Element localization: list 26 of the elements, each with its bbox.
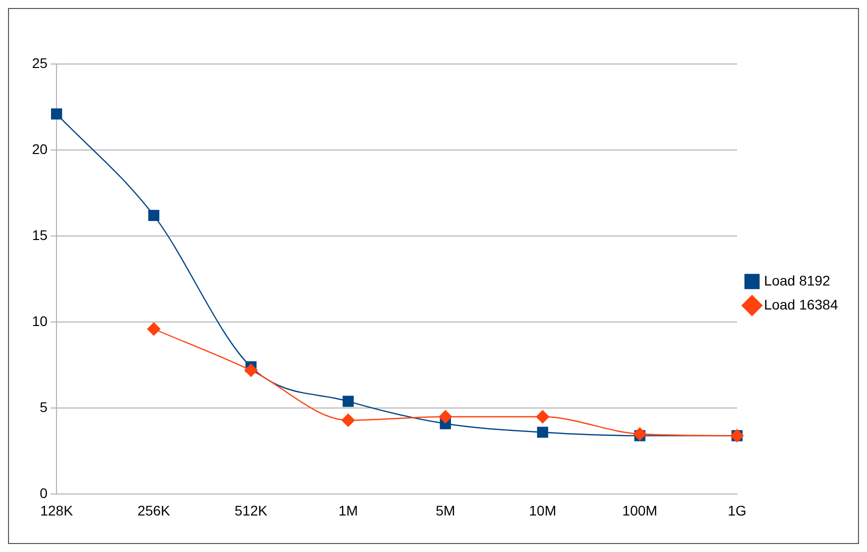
- point: [536, 410, 550, 424]
- x-tick-label: 5M: [436, 502, 456, 518]
- x-tick-label: 1M: [338, 502, 358, 518]
- y-tick-label: 20: [32, 140, 48, 157]
- point: [244, 364, 258, 377]
- y-tick-label: 25: [32, 54, 48, 71]
- point: [148, 210, 160, 221]
- y-tick-label: 10: [32, 312, 48, 329]
- x-tick-label: 10M: [529, 502, 556, 518]
- x-tick-label: 100M: [622, 502, 658, 518]
- point: [147, 322, 160, 336]
- point: [438, 410, 452, 424]
- point: [537, 426, 548, 438]
- x-tick-label: 1G: [728, 502, 746, 518]
- point: [633, 427, 646, 441]
- legend-label: Load 8192: [764, 272, 830, 288]
- point: [342, 396, 354, 407]
- x-tick-label: 128K: [40, 502, 74, 518]
- legend-label: Load 16384: [764, 296, 838, 312]
- point: [342, 414, 355, 427]
- y-tick-label: 0: [40, 485, 48, 502]
- x-tick-label: 256K: [137, 502, 171, 518]
- y-tick-label: 5: [40, 399, 48, 416]
- x-tick-label: 512K: [234, 502, 268, 518]
- y-tick-label: 15: [32, 226, 48, 243]
- point: [51, 108, 62, 120]
